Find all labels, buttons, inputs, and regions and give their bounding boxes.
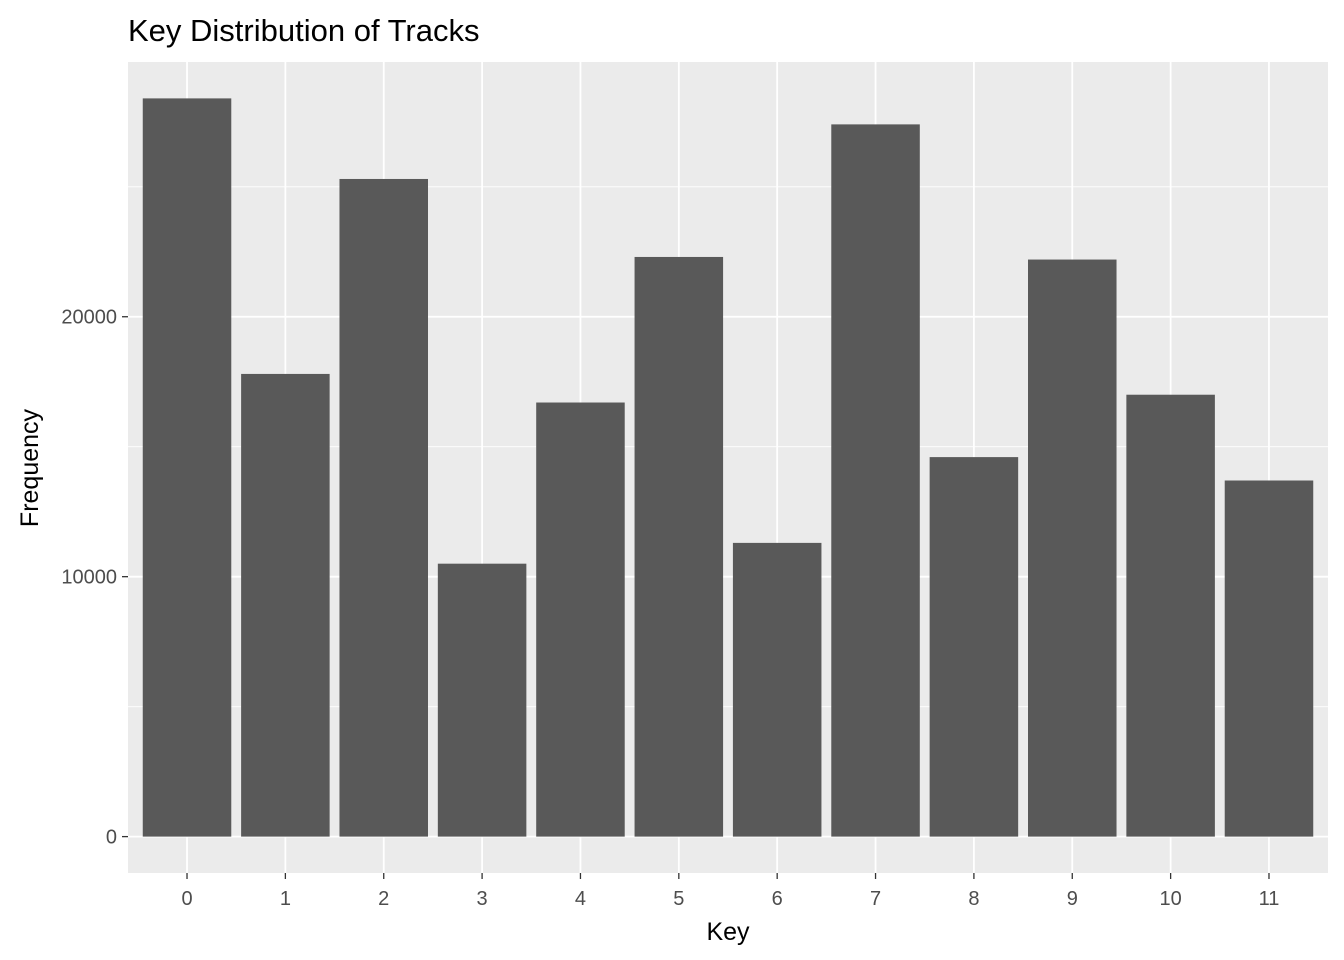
x-tick-label: 7 (870, 888, 881, 910)
y-axis: 0 10000 20000 (61, 307, 128, 849)
bar-key-6 (732, 542, 822, 837)
bar-key-0 (142, 98, 232, 837)
x-tick-label: 2 (378, 888, 389, 910)
x-tick-label: 6 (772, 888, 783, 910)
bar-key-11 (1224, 480, 1314, 837)
y-tick-label: 10000 (61, 567, 117, 589)
y-tick-label: 20000 (61, 307, 117, 329)
x-tick-label: 8 (968, 888, 979, 910)
bar-key-5 (634, 256, 724, 837)
x-tick-label: 5 (673, 888, 684, 910)
bar-key-7 (831, 124, 920, 837)
y-tick-label: 0 (106, 827, 117, 849)
bar-key-1 (241, 373, 330, 837)
bar-key-3 (437, 563, 527, 837)
chart-title: Key Distribution of Tracks (128, 13, 479, 48)
bar-key-8 (929, 457, 1019, 837)
x-tick-label: 10 (1159, 888, 1181, 910)
bar-key-2 (339, 178, 428, 837)
y-axis-title: Frequency (16, 408, 44, 527)
bar-key-10 (1126, 394, 1215, 837)
x-tick-label: 1 (280, 888, 291, 910)
x-tick-label: 4 (575, 888, 586, 910)
bar-key-9 (1028, 259, 1117, 837)
x-tick-label: 9 (1067, 888, 1078, 910)
bar-key-4 (536, 402, 625, 837)
x-axis: 0 1 2 3 4 5 6 7 8 9 10 11 (181, 873, 1279, 910)
bars (142, 98, 1314, 837)
x-tick-label: 3 (477, 888, 488, 910)
x-tick-label: 0 (181, 888, 192, 910)
x-axis-title: Key (706, 918, 750, 946)
x-tick-label: 11 (1259, 888, 1280, 910)
